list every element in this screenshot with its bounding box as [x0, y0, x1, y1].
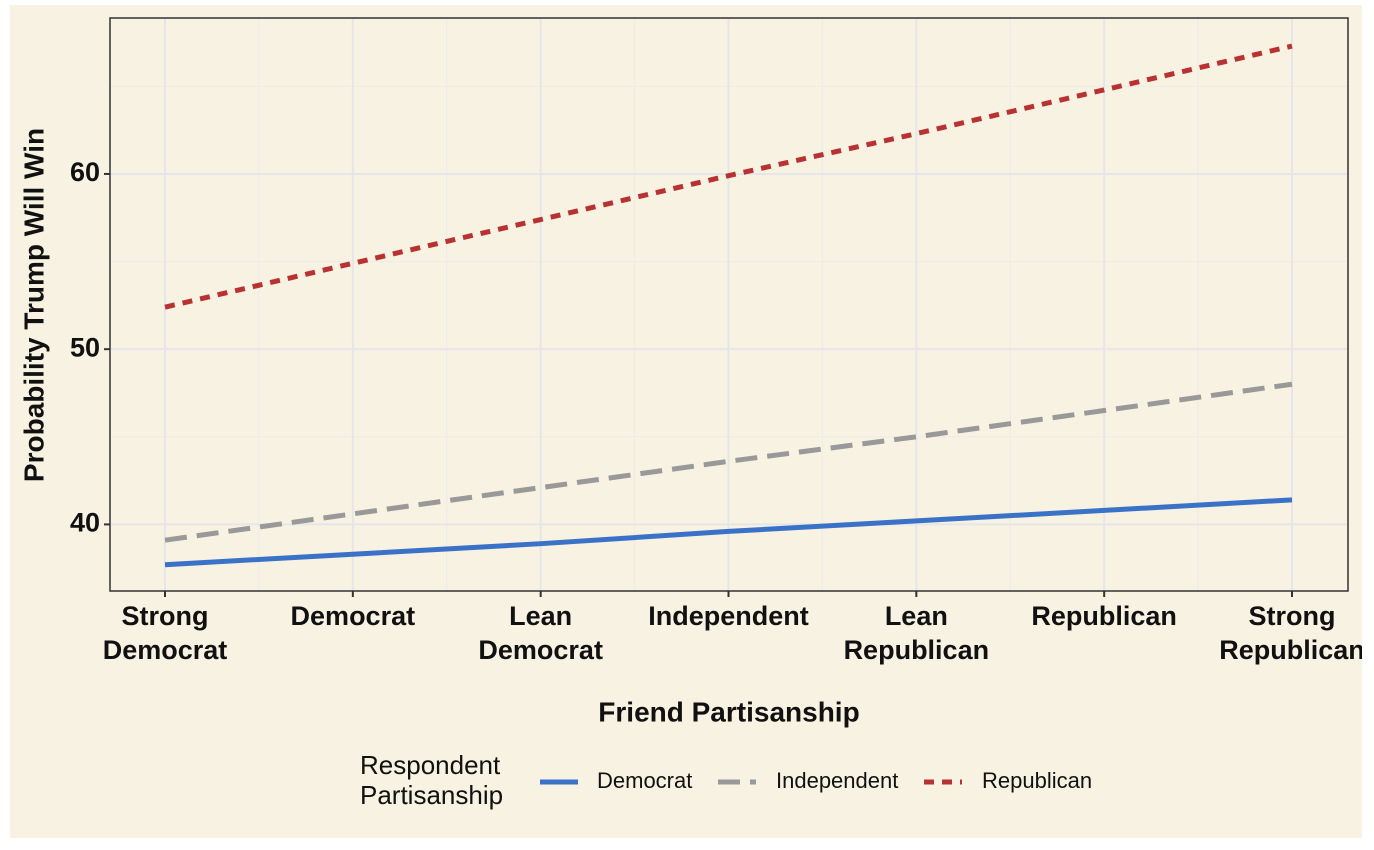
x-tick-label: Democrat — [291, 601, 416, 631]
legend-label: Democrat — [597, 768, 692, 793]
legend-label: Republican — [982, 768, 1092, 793]
legend-title: Respondent Partisanship — [360, 750, 503, 810]
y-tick-label: 40 — [70, 508, 100, 538]
x-tick-label: Lean Republican — [844, 601, 990, 665]
x-tick-label: Strong Republican — [1219, 601, 1365, 665]
y-tick-label: 60 — [70, 157, 100, 187]
series-line — [164, 497, 1293, 568]
x-tick-label: Lean Democrat — [478, 601, 603, 665]
x-tick-label: Republican — [1031, 601, 1177, 631]
panel-border — [109, 17, 1349, 592]
series-line — [164, 43, 1293, 310]
x-tick-label: Independent — [648, 601, 809, 631]
y-axis-title: Probability Trump Will Win — [18, 128, 49, 482]
legend-label: Independent — [776, 768, 898, 793]
x-axis-title: Friend Partisanship — [598, 696, 859, 727]
x-tick-label: Strong Democrat — [103, 601, 228, 665]
y-tick-label: 50 — [70, 332, 100, 362]
series-line — [164, 381, 1293, 543]
chart-area: 40 50 60 Strong Democrat Democrat Lean Democrat… — [10, 5, 1365, 838]
